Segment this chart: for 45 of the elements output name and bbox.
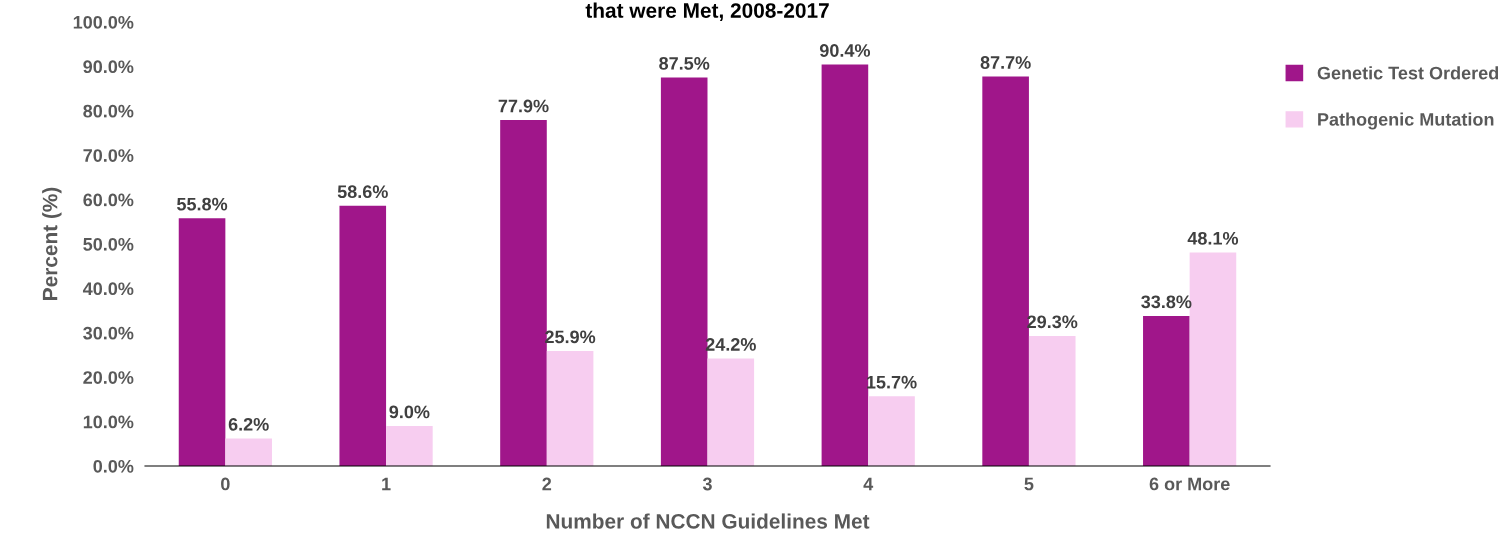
data-label: 55.8% (177, 197, 228, 211)
bar (178, 218, 226, 466)
data-label: 48.1% (1187, 231, 1239, 245)
bar (868, 396, 915, 466)
bar (982, 76, 1029, 466)
bar (1143, 315, 1190, 466)
x-tick-label: 6 or More (1149, 477, 1230, 491)
y-tick-label: 10.0% (83, 415, 134, 429)
x-tick-label: 1 (382, 477, 391, 491)
y-tick-label: 60.0% (83, 193, 134, 207)
data-label: 77.9% (498, 99, 549, 113)
bar (821, 64, 869, 466)
x-tick-label: 2 (542, 477, 552, 491)
bar (339, 205, 387, 466)
data-label: 90.4% (819, 44, 871, 57)
bar (707, 358, 755, 466)
bar (386, 426, 433, 466)
data-label: 58.6% (337, 185, 388, 199)
data-label: 33.8% (1141, 295, 1192, 309)
data-label: 87.7% (980, 56, 1031, 69)
y-tick-label: 40.0% (82, 282, 134, 296)
x-tick-label: 4 (863, 477, 874, 491)
y-tick-label: 30.0% (83, 326, 134, 340)
bar (225, 438, 272, 466)
y-tick-label: 0.0% (93, 459, 134, 473)
data-label: 9.0% (389, 405, 430, 419)
y-tick-label: 80.0% (83, 104, 134, 118)
y-tick-label: 70.0% (83, 149, 134, 162)
x-tick-label: 0 (221, 477, 230, 491)
x-axis-title: Number of NCCN Guidelines Met (546, 513, 870, 529)
y-tick-label: 50.0% (83, 237, 134, 251)
bar (500, 120, 547, 466)
data-label: 6.2% (228, 417, 269, 431)
y-axis-title: Percent (%) (42, 187, 62, 300)
chart-title: that were Met, 2008-2017 (585, 2, 829, 21)
legend-label: Genetic Test Ordered (1317, 66, 1499, 80)
bar (1028, 335, 1076, 466)
x-tick-label: 3 (702, 477, 712, 491)
legend-label: Pathogenic Mutation (1318, 112, 1494, 130)
y-tick-label: 100.0% (73, 15, 134, 29)
y-tick-label: 90.0% (83, 60, 134, 74)
x-tick-label: 5 (1024, 477, 1034, 491)
y-tick-label: 20.0% (83, 371, 134, 384)
bar (546, 351, 594, 466)
data-label: 87.5% (659, 56, 710, 70)
